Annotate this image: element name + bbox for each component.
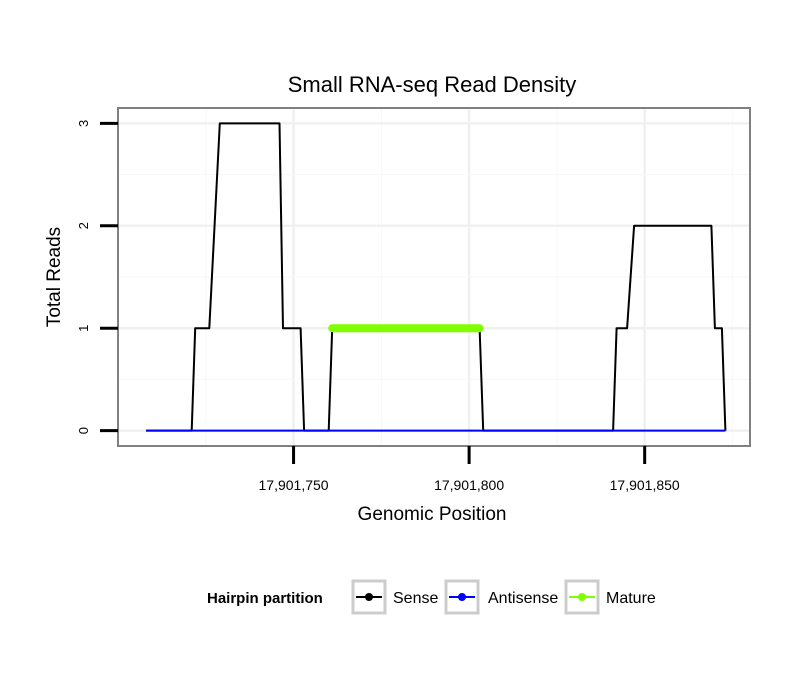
- x-tick-label: 17,901,800: [434, 477, 504, 493]
- x-tick-label: 17,901,750: [259, 477, 329, 493]
- legend-key-dot: [365, 593, 373, 601]
- legend-key-dot: [458, 593, 466, 601]
- legend-label: Antisense: [488, 590, 558, 607]
- legend-title: Hairpin partition: [207, 590, 323, 607]
- legend-key-dot: [578, 593, 586, 601]
- legend-label: Sense: [393, 590, 438, 607]
- y-tick-label: 1: [76, 325, 91, 332]
- y-tick-label: 3: [76, 120, 91, 127]
- y-tick-label: 2: [76, 222, 91, 229]
- y-axis-label: Total Reads: [44, 227, 65, 327]
- legend-item-sense: Sense: [351, 579, 438, 615]
- y-tick-label: 0: [76, 427, 91, 434]
- y-axis: 0 1 2 3: [76, 120, 118, 434]
- legend-item-mature: Mature: [564, 579, 656, 615]
- legend-label: Mature: [606, 590, 656, 607]
- chart-title: Small RNA-seq Read Density: [288, 72, 577, 97]
- x-axis: 17,901,750 17,901,800 17,901,850: [259, 446, 680, 493]
- series-layer: [146, 122, 727, 432]
- legend: Hairpin partition Sense Antisense Mature: [207, 579, 656, 615]
- x-tick-label: 17,901,850: [610, 477, 680, 493]
- x-axis-label: Genomic Position: [358, 504, 507, 525]
- plot-border: [117, 107, 751, 447]
- legend-item-antisense: Antisense: [444, 579, 558, 615]
